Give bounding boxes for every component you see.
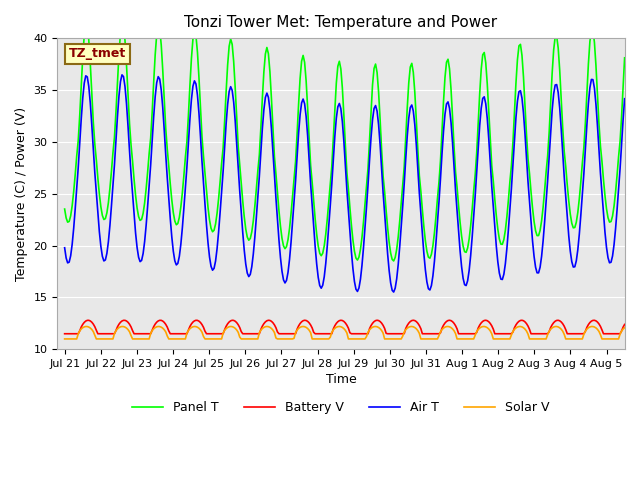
Air T <box>118 72 126 78</box>
Solar V <box>473 329 481 335</box>
Line: Air T: Air T <box>65 75 625 292</box>
X-axis label: Time: Time <box>326 373 356 386</box>
Battery V <box>61 331 68 336</box>
Battery V <box>250 331 257 336</box>
Air T <box>61 245 68 251</box>
Solar V <box>153 324 161 330</box>
Solar V <box>132 336 140 342</box>
Air T <box>251 234 259 240</box>
Battery V <box>410 317 417 323</box>
Panel T <box>612 189 620 195</box>
Line: Solar V: Solar V <box>65 326 625 339</box>
Line: Battery V: Battery V <box>65 320 625 334</box>
Battery V <box>132 331 140 336</box>
Solar V <box>250 336 257 342</box>
Air T <box>621 96 628 102</box>
Battery V <box>610 331 618 336</box>
Panel T <box>133 205 141 211</box>
Solar V <box>621 325 628 331</box>
Battery V <box>621 322 628 327</box>
Panel T <box>118 20 126 26</box>
Legend: Panel T, Battery V, Air T, Solar V: Panel T, Battery V, Air T, Solar V <box>127 396 555 419</box>
Battery V <box>473 330 481 336</box>
Solar V <box>610 336 618 342</box>
Solar V <box>61 336 68 342</box>
Panel T <box>621 55 628 60</box>
Title: Tonzi Tower Met: Temperature and Power: Tonzi Tower Met: Temperature and Power <box>184 15 497 30</box>
Air T <box>390 289 397 295</box>
Panel T <box>474 120 482 126</box>
Air T <box>612 226 620 232</box>
Air T <box>133 245 141 251</box>
Panel T <box>251 204 259 209</box>
Panel T <box>390 258 397 264</box>
Panel T <box>154 23 162 28</box>
Panel T <box>61 206 68 212</box>
Battery V <box>346 330 354 336</box>
Solar V <box>300 324 307 329</box>
Text: TZ_tmet: TZ_tmet <box>68 48 126 60</box>
Battery V <box>153 319 161 325</box>
Line: Panel T: Panel T <box>65 23 625 261</box>
Air T <box>154 74 162 80</box>
Solar V <box>348 336 355 342</box>
Air T <box>348 249 355 254</box>
Air T <box>474 145 482 151</box>
Panel T <box>348 222 355 228</box>
Y-axis label: Temperature (C) / Power (V): Temperature (C) / Power (V) <box>15 107 28 281</box>
